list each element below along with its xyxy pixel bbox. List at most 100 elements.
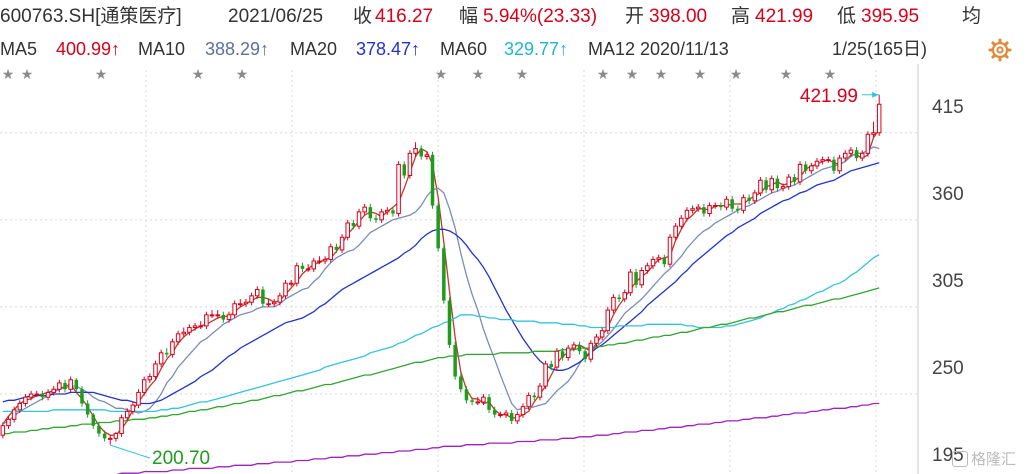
candle-body [730,199,734,209]
candle [549,360,554,371]
candle-body [238,303,243,306]
candle-body [294,265,300,284]
high-arrow [872,91,879,98]
line-ma5 [2,129,880,436]
candle [797,161,803,185]
candle [328,243,334,263]
candle-body [11,409,17,420]
candle [424,151,430,160]
candle [175,330,181,345]
candle-body [368,207,373,219]
candle-body [266,303,271,306]
candle [147,373,153,383]
candle-body [611,296,616,311]
candle-body [351,223,356,227]
candle [712,202,718,209]
candle-body [107,437,113,440]
candle [532,392,537,401]
candle-body [662,257,667,265]
candle-body [198,325,203,328]
candle [45,389,51,401]
watermark-icon [952,451,968,467]
candle [605,306,611,334]
candle [419,145,423,160]
candle [832,156,836,174]
candle-body [645,265,650,271]
low-annotation: 200.70 [152,448,210,469]
candle [6,416,11,429]
candle-body [475,401,481,404]
candle-body [459,376,463,390]
candle [215,310,220,318]
candle-body [594,336,599,344]
candle-body [780,186,786,189]
candle [780,183,786,192]
candle [560,348,565,361]
candle-body [391,210,395,214]
candle [261,286,265,307]
overlap-range-text: 1/25(165日) [832,39,928,59]
candle-body [175,333,181,343]
candle-body [571,344,577,349]
candle-body [249,295,254,303]
ma60-value: 329.77↑ [504,39,569,59]
candle-body [45,391,51,398]
candle-body [628,271,633,294]
quote-date: 2021/06/25 [228,6,324,27]
candle [554,348,560,371]
candle [662,254,667,268]
candle-body [702,207,706,214]
candle-body [424,154,430,158]
candle [747,194,751,204]
candle [136,389,141,409]
candle [599,327,605,341]
candle-body [639,270,644,286]
candle [617,294,621,303]
candle [730,196,734,212]
candle-body [23,396,28,404]
candle [498,411,503,418]
ma-legend: MA5 400.99↑ MA10 388.29↑ MA20 378.47↑ MA… [0,34,1028,64]
candle-body [842,152,848,159]
candle [232,300,237,318]
candle [464,386,469,404]
candle [814,158,820,170]
candle-body [430,154,435,206]
candle [221,311,226,323]
candle [34,390,40,398]
candle [537,382,543,401]
candle [11,406,17,423]
candle [820,156,825,165]
candle-body [764,180,768,190]
line-ma60 [2,254,880,413]
candle-body [453,344,457,377]
candle-body [832,159,836,171]
candle-body [492,409,497,415]
event-star: ★ [597,66,610,82]
candle [339,234,345,254]
candle-body [396,163,401,215]
candle-body [288,282,294,285]
candle-body [599,330,605,338]
candle-body [339,236,345,251]
candle [769,175,775,193]
event-stars: ★ ★ ★ ★ ★ ★ ★ ★ ★ ★ ★ ★ ★ ★ ★ [2,66,837,82]
candle [254,286,260,299]
candle-body [436,205,440,249]
candle [63,379,67,393]
candle-body [345,222,350,238]
candle-body [192,325,198,328]
candle [238,299,243,307]
candle [345,219,350,241]
candle [673,223,678,241]
candle-body [803,164,808,171]
candle-body [34,393,40,396]
settings-icon[interactable] [988,38,1012,62]
price-annotations: 421.99 200.70 [110,86,880,469]
candle [124,408,130,421]
event-star: ★ [2,66,15,82]
moving-average-lines [2,129,880,474]
candle [436,202,440,252]
candle [876,94,882,136]
